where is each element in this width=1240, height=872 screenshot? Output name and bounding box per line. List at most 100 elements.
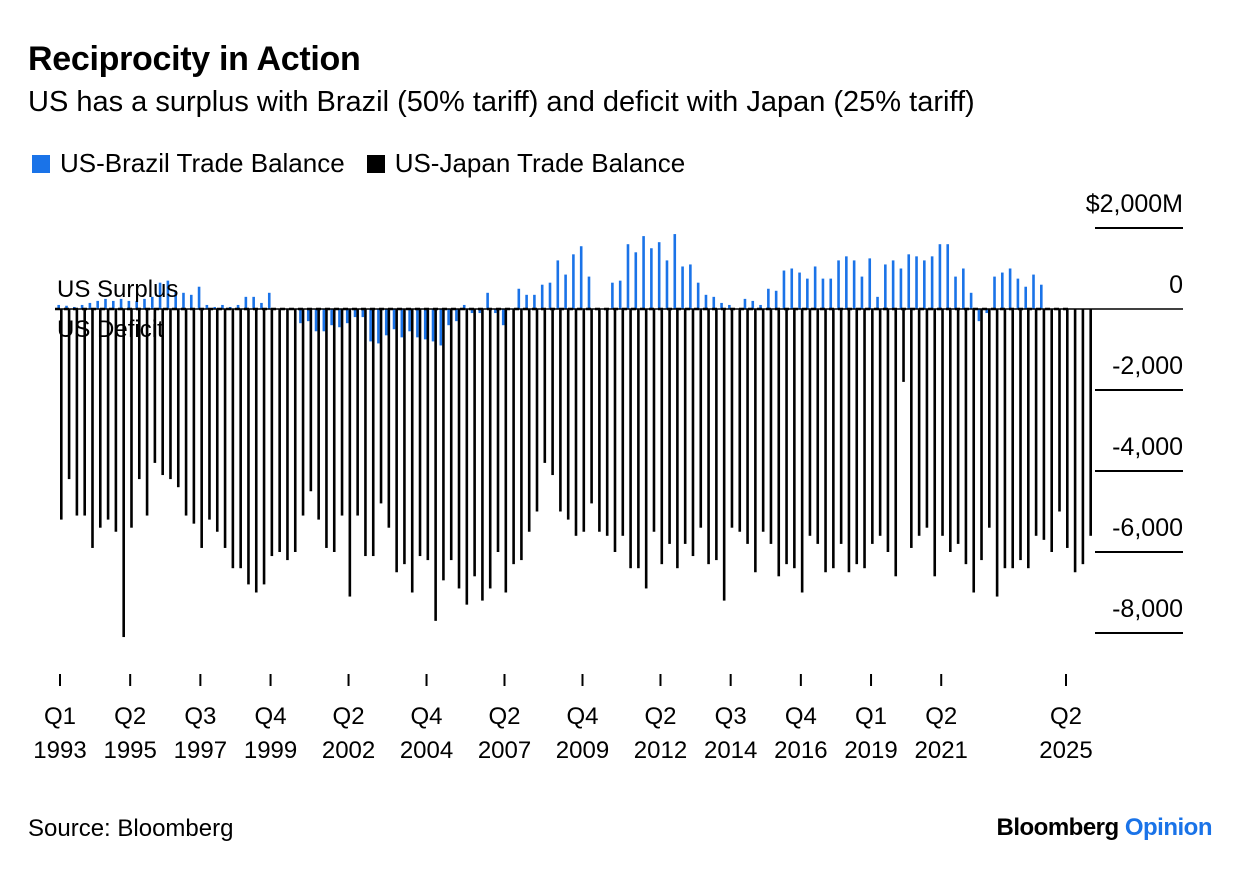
bar-brazil xyxy=(384,309,388,336)
bar-japan xyxy=(317,309,320,520)
bar-japan xyxy=(793,309,796,569)
bar-japan xyxy=(364,309,367,557)
bar-brazil xyxy=(213,306,216,309)
bar-brazil xyxy=(782,270,786,309)
bar-brazil xyxy=(525,294,528,309)
bar-japan xyxy=(652,309,656,532)
bar-brazil xyxy=(189,294,193,309)
bar-japan xyxy=(356,309,359,516)
bar-brazil xyxy=(392,309,396,330)
bar-brazil xyxy=(696,282,700,309)
y-tick-label: -6,000 xyxy=(1112,514,1183,542)
bar-japan xyxy=(145,309,149,516)
bar-japan xyxy=(847,309,851,573)
bar-japan xyxy=(785,309,788,565)
bar-brazil xyxy=(712,296,716,309)
bar-japan xyxy=(754,309,757,573)
bar-brazil xyxy=(728,304,731,309)
legend-label-brazil: US-Brazil Trade Balance xyxy=(60,148,345,178)
x-tick-label-quarter: Q2 xyxy=(644,703,676,730)
bar-brazil xyxy=(774,290,778,309)
bar-japan xyxy=(106,309,110,520)
bar-japan xyxy=(637,309,640,569)
bar-brazil xyxy=(915,256,918,309)
bar-japan xyxy=(1027,309,1030,569)
bar-brazil xyxy=(556,260,560,309)
bar-brazil xyxy=(494,309,497,314)
x-tick-label-quarter: Q1 xyxy=(44,703,76,730)
bar-brazil xyxy=(345,309,349,324)
bar-japan xyxy=(231,309,235,569)
bar-japan xyxy=(902,309,905,382)
bar-japan xyxy=(137,309,141,480)
bar-japan xyxy=(192,309,196,524)
bar-japan xyxy=(504,309,508,593)
x-tick-label-year: 2021 xyxy=(915,737,968,764)
bar-japan xyxy=(1081,309,1085,565)
bar-japan xyxy=(270,309,274,557)
bar-japan xyxy=(254,309,258,593)
x-tick-label-year: 1997 xyxy=(174,737,227,764)
x-tick-label-year: 2014 xyxy=(704,737,757,764)
bar-japan xyxy=(605,309,609,536)
bar-japan xyxy=(496,309,500,552)
bar-japan xyxy=(122,309,125,638)
bar-japan xyxy=(520,309,523,561)
bar-brazil xyxy=(369,309,372,342)
bar-japan xyxy=(878,309,882,536)
bar-brazil xyxy=(330,309,333,326)
bar-brazil xyxy=(626,244,630,309)
bar-japan xyxy=(988,309,991,528)
bar-brazil xyxy=(657,242,661,309)
bar-japan xyxy=(1050,309,1054,552)
bar-japan xyxy=(1066,309,1069,548)
bar-japan xyxy=(395,309,398,573)
bar-japan xyxy=(917,309,921,536)
bar-brazil xyxy=(1016,278,1020,309)
bar-brazil xyxy=(720,302,723,309)
legend-item-japan: US-Japan Trade Balance xyxy=(366,148,685,179)
bar-japan xyxy=(777,309,781,577)
bar-brazil xyxy=(564,274,567,309)
bar-japan xyxy=(340,309,344,516)
bar-brazil xyxy=(548,282,552,309)
x-tick-label-quarter: Q4 xyxy=(566,703,598,730)
bar-japan xyxy=(980,309,983,561)
bar-japan xyxy=(301,309,305,516)
bar-brazil xyxy=(969,292,973,309)
bar-brazil xyxy=(798,272,801,309)
bar-japan xyxy=(800,309,804,593)
bar-japan xyxy=(746,309,749,544)
bar-brazil xyxy=(135,300,138,309)
bar-japan xyxy=(699,309,703,528)
bar-brazil xyxy=(416,309,419,338)
x-tick-label-year: 2004 xyxy=(400,737,453,764)
bar-japan xyxy=(1089,309,1092,536)
bar-japan xyxy=(169,309,172,480)
bar-brazil xyxy=(1040,284,1043,309)
bar-japan xyxy=(200,309,203,548)
legend: US-Brazil Trade Balance US-Japan Trade B… xyxy=(32,148,707,179)
bar-japan xyxy=(176,309,180,488)
x-tick-label-quarter: Q4 xyxy=(785,703,817,730)
bar-japan xyxy=(1073,309,1077,573)
bar-brazil xyxy=(829,278,833,309)
bar-japan xyxy=(816,309,820,544)
bar-japan xyxy=(1042,309,1046,540)
bar-brazil xyxy=(572,254,575,309)
x-tick-label-quarter: Q2 xyxy=(333,703,365,730)
bar-brazil xyxy=(806,278,809,309)
bar-japan xyxy=(722,309,726,601)
bar-japan xyxy=(1019,309,1022,561)
x-tick-label-year: 2012 xyxy=(634,737,687,764)
bar-brazil xyxy=(80,304,84,309)
bar-brazil xyxy=(611,282,614,309)
bar-japan xyxy=(535,309,539,512)
bar-brazil xyxy=(478,309,482,314)
y-tick-label: -2,000 xyxy=(1112,352,1183,380)
brand-main: Bloomberg xyxy=(996,814,1120,841)
x-tick-label-quarter: Q2 xyxy=(114,703,146,730)
bar-japan xyxy=(1034,309,1038,536)
x-tick-label-year: 1995 xyxy=(103,737,156,764)
bar-brazil xyxy=(236,304,240,309)
